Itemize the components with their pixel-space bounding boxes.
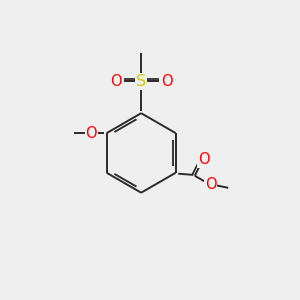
- Text: O: O: [161, 74, 172, 89]
- Text: O: O: [110, 74, 122, 89]
- Text: S: S: [136, 74, 146, 89]
- Text: O: O: [205, 177, 216, 192]
- Text: O: O: [198, 152, 210, 167]
- Text: O: O: [85, 126, 97, 141]
